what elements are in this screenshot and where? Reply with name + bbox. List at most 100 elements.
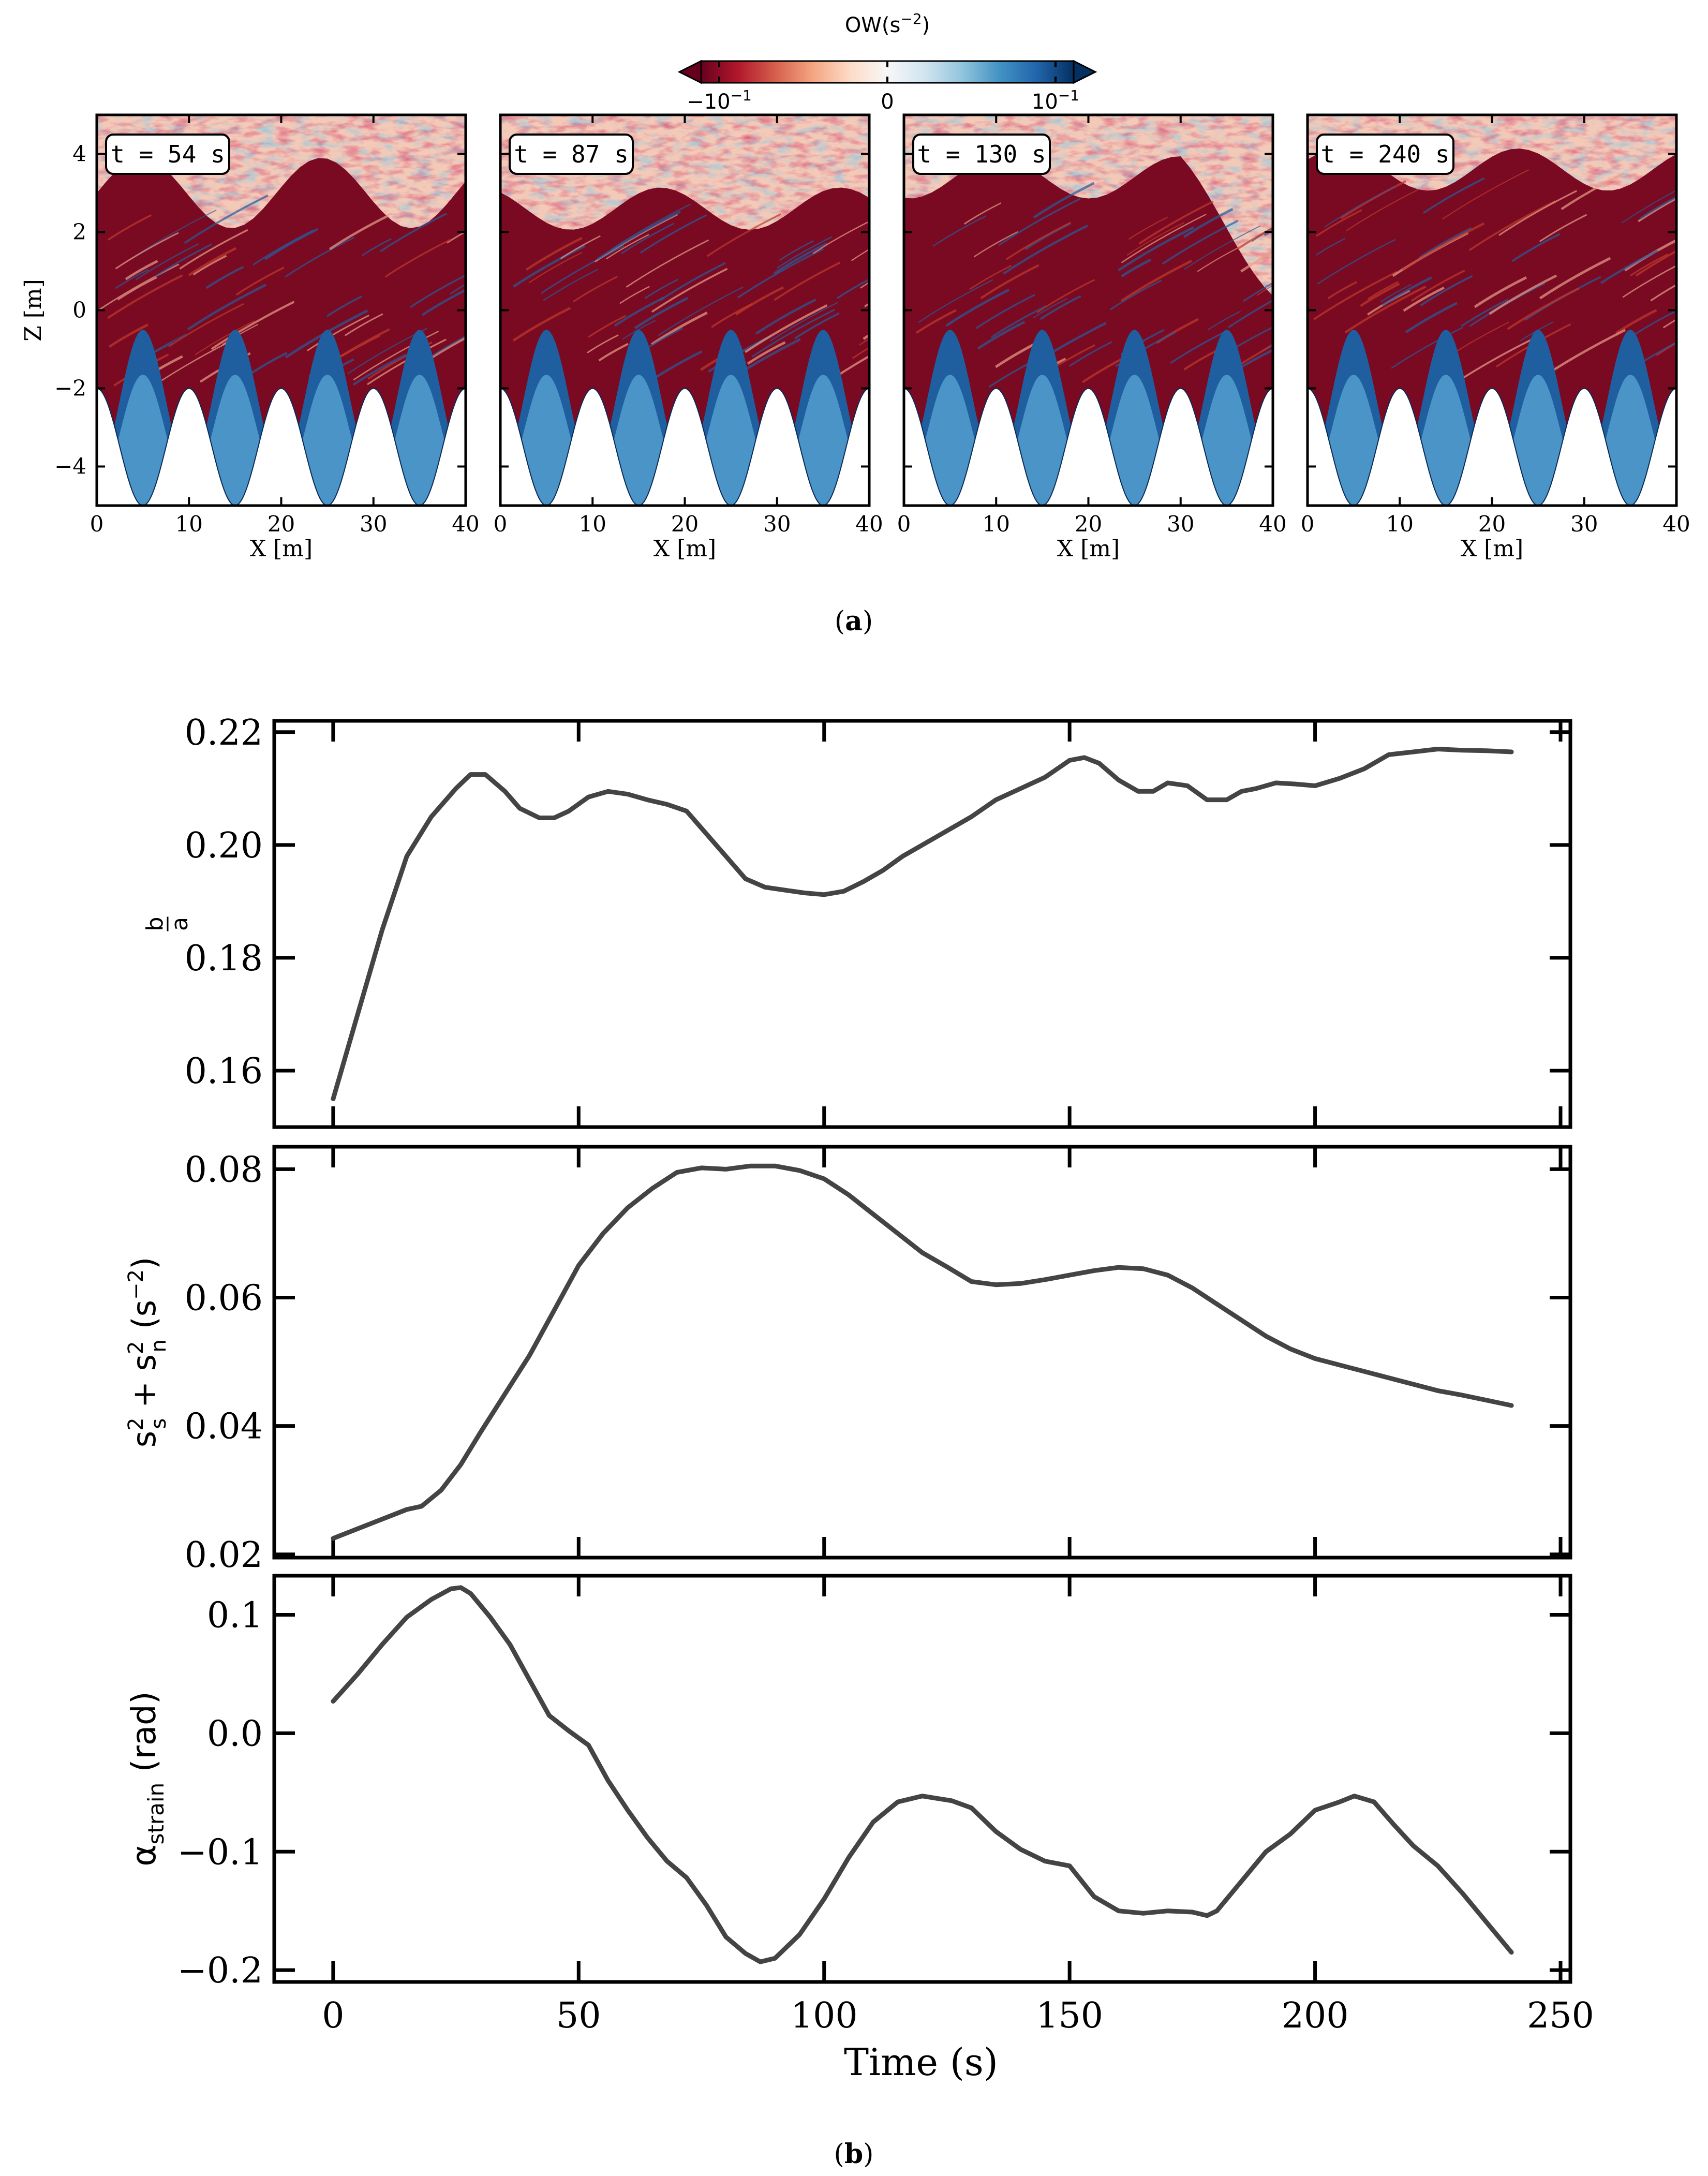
- snapshot-panel: 0 10 20 30 40 X [m] t = 240 s: [1301, 113, 1690, 562]
- vortex-streak: [998, 198, 1081, 246]
- vortex-streak: [1264, 229, 1273, 236]
- vortex-streak: [1315, 238, 1346, 256]
- series-line: [331, 1585, 1514, 1964]
- vortex-streak: [1382, 276, 1432, 307]
- vortex-streak: [915, 309, 957, 334]
- y-axis-label: s2s + s2n (s−2): [124, 1257, 171, 1447]
- plot-frame: [272, 1574, 1572, 1984]
- vortex-streak: [963, 202, 1002, 225]
- vortex-streak: [859, 338, 869, 346]
- vortex-streak: [329, 214, 390, 250]
- series-line: [331, 1163, 1514, 1541]
- vortex-streak: [184, 194, 269, 244]
- vortex-streak: [1621, 189, 1676, 224]
- y-tick-label: 0.18: [185, 938, 263, 979]
- x-tick-label: 0: [1301, 511, 1315, 537]
- vortex-streak: [560, 235, 601, 259]
- colorbar-tick-label: 0: [881, 90, 894, 114]
- plot-frame: [272, 719, 1572, 1129]
- vortex-streak: [640, 214, 707, 254]
- vortex-streak: [812, 221, 869, 254]
- topography: [904, 388, 1273, 506]
- vortex-streak: [1468, 200, 1556, 251]
- time-label-box: [105, 134, 230, 175]
- vortex-streak: [1324, 185, 1397, 228]
- vortex-streak: [1128, 216, 1168, 240]
- snapshot-field: [500, 115, 869, 506]
- y-tick-label: 0.04: [185, 1407, 263, 1447]
- vortex-streak: [285, 236, 355, 278]
- x-tick-label: 0: [90, 511, 104, 537]
- time-label-box: [912, 134, 1051, 175]
- vortex-streak: [918, 279, 993, 323]
- x-tick-label: 40: [1259, 511, 1286, 537]
- colorbar: −10−1 0 10−1 OW(s−2): [677, 10, 1097, 114]
- caption-a: (a): [835, 605, 873, 637]
- vortex-streak: [658, 286, 744, 336]
- vortex-streak: [1170, 330, 1228, 364]
- vortex-streak: [980, 264, 1039, 300]
- y-tick-label: 0.1: [207, 1595, 263, 1636]
- vortex-streak: [1039, 295, 1081, 320]
- vortex-streak: [250, 352, 288, 375]
- y-tick-label: 0.20: [185, 825, 263, 866]
- vortex-streak: [660, 262, 726, 301]
- near-wall-band: [500, 375, 869, 506]
- vortex-streak: [384, 239, 451, 278]
- snapshot-panel: 0 10 20 30 40 X [m] t = 130 s: [897, 113, 1287, 562]
- x-tick-label: 0: [897, 511, 911, 537]
- colorbar-label: OW(s−2): [845, 10, 930, 37]
- vortex-streak: [1403, 286, 1445, 312]
- x-tick-label: 30: [1167, 511, 1194, 537]
- vortex-streak: [1256, 284, 1273, 296]
- vortex-streak: [168, 303, 244, 348]
- x-tick-label: 10: [983, 511, 1010, 537]
- vortex-streak: [606, 234, 649, 260]
- vortex-streak: [588, 315, 627, 338]
- vortex-streak: [779, 240, 814, 261]
- vortex-streak: [512, 307, 571, 342]
- vortex-streak: [777, 236, 833, 269]
- vortex-streak: [598, 343, 629, 362]
- timeseries-panels: 0.16 0.18 0.20 0.22 ba 0.02 0.04 0.06 0.08 s2s + …: [124, 713, 1594, 2036]
- vortex-streak: [1183, 208, 1234, 238]
- vortex-streak: [1474, 276, 1527, 308]
- vortex-streak: [1033, 182, 1095, 219]
- vortex-streak: [1420, 275, 1473, 306]
- vortex-streak: [1344, 285, 1427, 334]
- time-label: t = 54 s: [110, 140, 225, 168]
- vortex-streak: [115, 269, 149, 289]
- vortex-streak: [1639, 196, 1676, 219]
- near-wall-band: [1308, 375, 1676, 506]
- vortex-streak: [1346, 188, 1420, 231]
- snapshot-field: [1308, 115, 1676, 506]
- snapshot-panel: 0 10 20 30 40 X [m] t = 87 s: [494, 113, 883, 562]
- y-axis-label-denominator: a: [167, 917, 193, 931]
- vortex-streak: [1629, 253, 1669, 277]
- y-tick-label: −2: [54, 376, 86, 401]
- series-line: [331, 747, 1514, 1101]
- vortex-streak: [1109, 279, 1162, 310]
- vortex-streak: [744, 304, 828, 353]
- x-tick-label: 10: [175, 511, 203, 537]
- vortex-streak: [626, 239, 709, 288]
- vortex-streak: [109, 323, 149, 348]
- vortex-streak: [1327, 281, 1358, 300]
- time-label: t = 240 s: [1320, 140, 1449, 168]
- vortex-streak: [1313, 271, 1398, 320]
- vortex-streak: [135, 243, 199, 280]
- vortex-streak: [932, 215, 986, 247]
- vortex-streak: [1162, 220, 1239, 265]
- vortex-streak: [1650, 284, 1676, 302]
- vortex-streak: [1539, 257, 1611, 300]
- vortex-streak: [737, 248, 824, 299]
- y-tick-label: 0.06: [185, 1278, 263, 1319]
- vortex-streak: [1507, 287, 1580, 330]
- topography: [97, 388, 466, 506]
- plot-frame: [272, 1145, 1572, 1560]
- vortex-streak: [205, 265, 244, 289]
- vortex-streak: [543, 269, 599, 302]
- vortex-streak: [1228, 299, 1273, 329]
